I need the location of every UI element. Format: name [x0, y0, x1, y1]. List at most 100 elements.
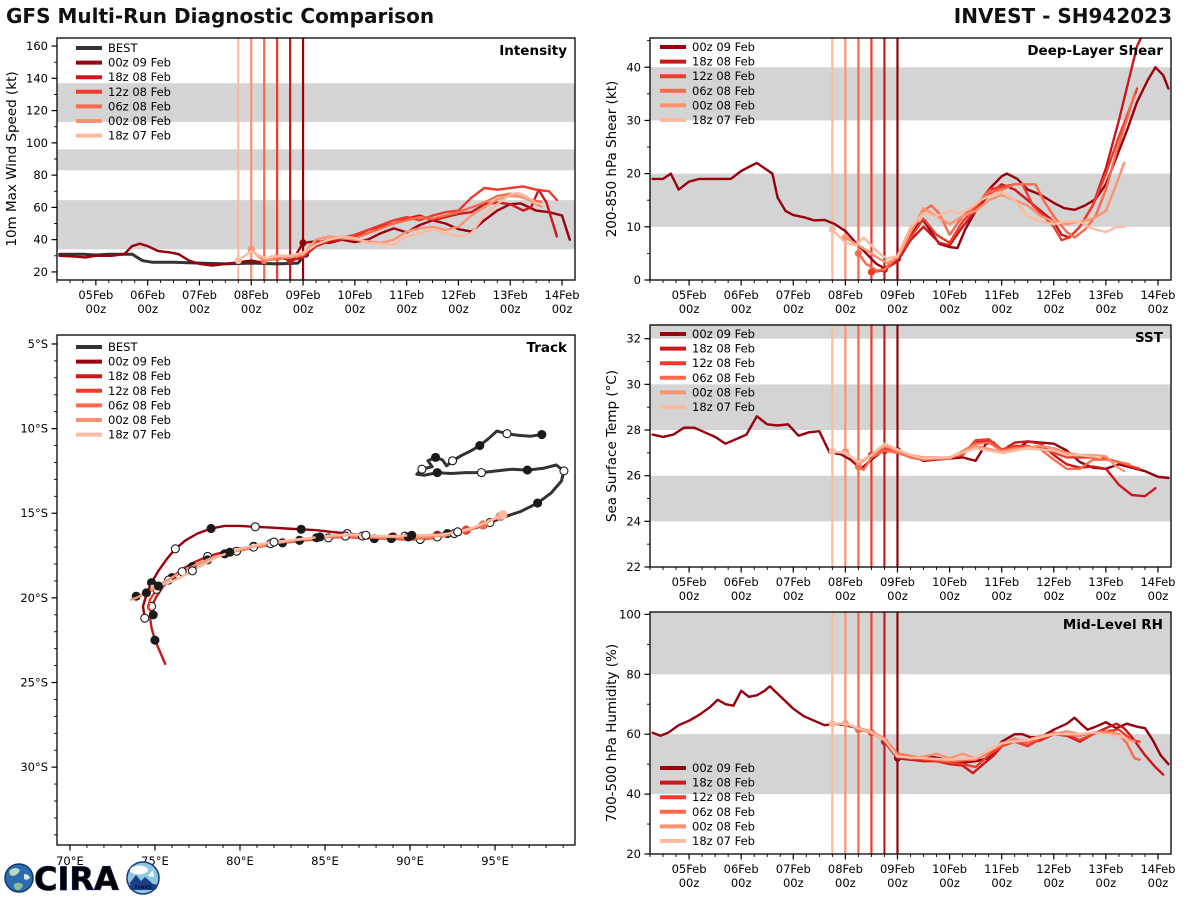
threshold-band — [57, 83, 575, 122]
svg-text:11Feb: 11Feb — [984, 288, 1019, 302]
legend-label: 12z 08 Feb — [692, 356, 755, 370]
init-value-marker — [828, 448, 836, 456]
svg-text:00z: 00z — [783, 302, 804, 316]
svg-text:00z: 00z — [835, 589, 856, 603]
svg-text:07Feb: 07Feb — [776, 575, 811, 589]
svg-text:20: 20 — [626, 167, 641, 181]
svg-text:00z: 00z — [1148, 302, 1169, 316]
svg-text:00z: 00z — [887, 589, 908, 603]
legend-label: 18z 08 Feb — [692, 776, 755, 790]
svg-text:30: 30 — [626, 377, 641, 391]
panel-label-intensity: Intensity — [499, 43, 567, 59]
series-r18z07 — [831, 722, 1128, 761]
panel-frame — [56, 334, 576, 846]
legend-label: BEST — [108, 340, 138, 354]
svg-text:00z: 00z — [345, 302, 366, 316]
threshold-band — [650, 612, 1171, 675]
day-marker — [537, 429, 547, 440]
init-value-marker — [828, 225, 836, 234]
legend-label: 12z 08 Feb — [692, 69, 755, 83]
axes-track: 70°E 75°E 80°E 85°E 90°E 95°E5°S10°S15°S20°S2… — [20, 337, 564, 868]
day-marker — [417, 464, 427, 474]
svg-text:00z: 00z — [939, 302, 960, 316]
svg-text:22: 22 — [626, 560, 641, 574]
svg-text:13Feb: 13Feb — [493, 288, 528, 302]
svg-text:12Feb: 12Feb — [1036, 575, 1071, 589]
svg-text:00z: 00z — [991, 589, 1012, 603]
series-r12z08 — [870, 438, 1141, 470]
svg-text:00z: 00z — [1043, 589, 1064, 603]
legend-label: 18z 08 Feb — [108, 369, 171, 383]
svg-text:09Feb: 09Feb — [286, 288, 321, 302]
series-r00z08 — [844, 161, 1126, 265]
svg-text:05Feb: 05Feb — [672, 288, 707, 302]
axis-title-sst: Sea Surface Temp (°C) — [604, 370, 620, 522]
svg-text:10Feb: 10Feb — [337, 288, 372, 302]
day-marker — [361, 530, 371, 540]
svg-text:00z: 00z — [835, 302, 856, 316]
legend-label: 12z 08 Feb — [108, 85, 171, 99]
svg-text:12Feb: 12Feb — [1036, 288, 1071, 302]
svg-text:07Feb: 07Feb — [776, 288, 811, 302]
svg-text:07Feb: 07Feb — [182, 288, 217, 302]
day-marker — [407, 530, 417, 540]
svg-text:10: 10 — [626, 220, 641, 234]
svg-text:60: 60 — [33, 200, 48, 214]
series-r18z07 — [150, 513, 504, 588]
init-value-marker — [854, 462, 863, 471]
legend-label: 00z 08 Feb — [108, 413, 171, 427]
panel-intensity: 05Feb00z06Feb00z07Feb00z08Feb00z09Feb00z… — [4, 37, 580, 316]
svg-text:140: 140 — [26, 71, 48, 85]
legend-label: 00z 09 Feb — [108, 355, 171, 369]
svg-text:00z: 00z — [835, 876, 856, 890]
svg-text:00z: 00z — [939, 876, 960, 890]
logo-text: CIRA — [34, 860, 119, 898]
svg-text:10Feb: 10Feb — [932, 575, 967, 589]
badge-text: RAMMB — [135, 885, 152, 891]
svg-text:20°S: 20°S — [20, 591, 48, 605]
threshold-band — [650, 384, 1171, 431]
rammb-badge-icon: RAMMB — [126, 861, 160, 895]
legend-label: 12z 08 Feb — [108, 384, 171, 398]
day-marker — [153, 581, 163, 591]
legend-label: 18z 07 Feb — [108, 129, 171, 143]
legend-label: 00z 08 Feb — [692, 98, 755, 112]
svg-text:100: 100 — [619, 607, 641, 621]
legend-label: 18z 08 Feb — [692, 55, 755, 69]
legend-label: 00z 09 Feb — [692, 40, 755, 54]
day-marker — [533, 498, 543, 508]
svg-text:30°S: 30°S — [20, 760, 48, 774]
cira-rammb-logo: CIRA RAMMB — [2, 856, 202, 900]
svg-text:13Feb: 13Feb — [1088, 862, 1123, 876]
svg-text:00z: 00z — [731, 302, 752, 316]
legend-label: 00z 08 Feb — [692, 819, 755, 833]
svg-text:24: 24 — [626, 514, 641, 528]
axis-title-intensity: 10m Max Wind Speed (kt) — [4, 71, 20, 246]
svg-text:07Feb: 07Feb — [776, 862, 811, 876]
day-marker — [453, 527, 463, 537]
legend-label: 18z 07 Feb — [692, 113, 755, 127]
init-value-marker — [286, 257, 294, 265]
svg-text:40: 40 — [626, 787, 641, 801]
svg-text:00z: 00z — [396, 302, 417, 316]
svg-text:28: 28 — [626, 423, 641, 437]
svg-text:85°E: 85°E — [311, 854, 339, 868]
svg-text:00z: 00z — [679, 876, 700, 890]
day-marker — [187, 566, 197, 576]
svg-text:00z: 00z — [1043, 302, 1064, 316]
series-r18z08 — [288, 188, 559, 262]
day-marker — [150, 635, 160, 645]
init-value-marker — [867, 268, 876, 276]
legend-label: 00z 09 Feb — [692, 327, 755, 341]
svg-text:00z: 00z — [887, 876, 908, 890]
svg-text:10Feb: 10Feb — [932, 862, 967, 876]
legend-label: BEST — [108, 41, 138, 55]
svg-text:13Feb: 13Feb — [1088, 575, 1123, 589]
threshold-band — [650, 734, 1171, 795]
series-r00z09 — [58, 202, 571, 267]
threshold-band — [650, 67, 1171, 121]
svg-text:100: 100 — [26, 136, 48, 150]
svg-text:0: 0 — [634, 273, 641, 287]
